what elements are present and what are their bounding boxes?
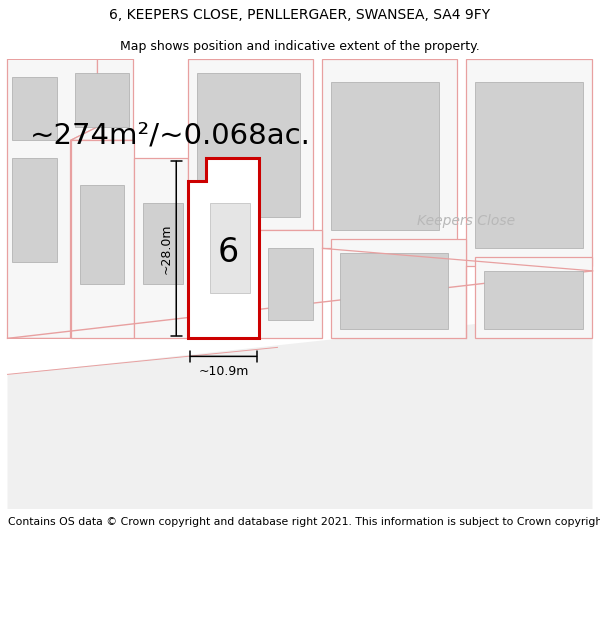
Polygon shape [210, 203, 251, 293]
Polygon shape [466, 59, 592, 266]
Polygon shape [259, 231, 323, 338]
Polygon shape [133, 158, 187, 338]
Polygon shape [79, 186, 125, 284]
Polygon shape [12, 158, 57, 262]
Text: 6, KEEPERS CLOSE, PENLLERGAER, SWANSEA, SA4 9FY: 6, KEEPERS CLOSE, PENLLERGAER, SWANSEA, … [109, 8, 491, 22]
Text: ~28.0m: ~28.0m [160, 223, 173, 274]
Polygon shape [71, 141, 133, 338]
Text: ~274m²/~0.068ac.: ~274m²/~0.068ac. [30, 122, 311, 150]
Polygon shape [268, 248, 313, 321]
Polygon shape [71, 59, 133, 141]
Polygon shape [75, 73, 129, 127]
Polygon shape [187, 158, 259, 338]
Polygon shape [187, 59, 313, 231]
Text: Keepers Close: Keepers Close [418, 214, 515, 228]
Polygon shape [475, 82, 583, 248]
Polygon shape [484, 271, 583, 329]
Text: Contains OS data © Crown copyright and database right 2021. This information is : Contains OS data © Crown copyright and d… [8, 518, 600, 528]
Polygon shape [8, 59, 97, 338]
Text: Map shows position and indicative extent of the property.: Map shows position and indicative extent… [120, 40, 480, 52]
Polygon shape [340, 253, 448, 329]
Polygon shape [143, 203, 183, 284]
Text: 6: 6 [217, 236, 239, 269]
Polygon shape [12, 78, 57, 141]
Polygon shape [8, 311, 592, 509]
Polygon shape [197, 73, 300, 217]
Polygon shape [331, 82, 439, 231]
Polygon shape [323, 59, 457, 248]
Polygon shape [475, 258, 592, 338]
Polygon shape [331, 239, 466, 338]
Text: ~10.9m: ~10.9m [199, 366, 248, 378]
